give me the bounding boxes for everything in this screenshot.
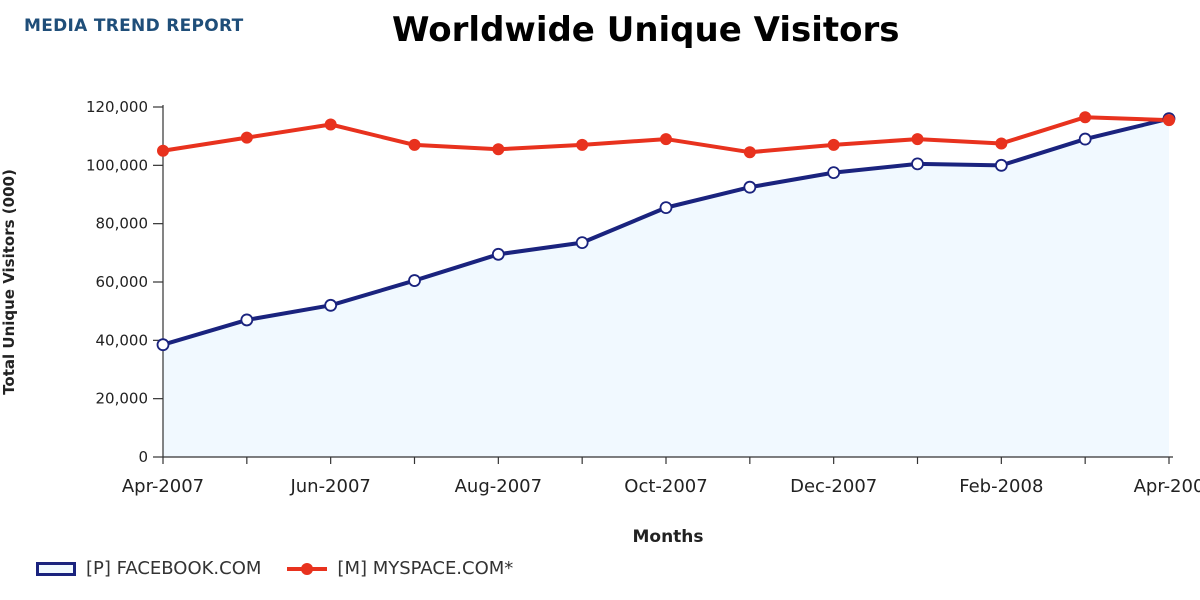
legend-item-facebook: [P] FACEBOOK.COM — [36, 558, 261, 579]
facebook-point — [659, 201, 673, 215]
legend-swatch-facebook — [36, 561, 76, 576]
facebook-point — [827, 166, 841, 180]
x-tick-label: Oct-2007 — [624, 476, 707, 497]
facebook-point — [491, 247, 505, 261]
x-axis-title: Months — [632, 527, 703, 547]
facebook-point — [324, 298, 338, 312]
facebook-point — [911, 157, 924, 171]
myspace-point — [911, 133, 924, 146]
x-tick-label: Apr-2007 — [122, 476, 204, 497]
y-tick-label: 100,000 — [86, 156, 148, 174]
facebook-point — [575, 236, 589, 250]
myspace-point — [827, 138, 840, 151]
series-layer — [156, 111, 1176, 352]
y-tick-label: 0 — [138, 448, 148, 466]
facebook-point — [408, 274, 421, 287]
facebook-point — [240, 313, 254, 327]
chart-title: Worldwide Unique Visitors — [392, 10, 900, 50]
myspace-point — [576, 138, 589, 151]
myspace-point — [324, 118, 337, 131]
x-tick-label: Aug-2007 — [455, 476, 542, 497]
myspace-point — [157, 144, 169, 157]
myspace-point — [408, 138, 421, 151]
legend-label-facebook: [P] FACEBOOK.COM — [86, 558, 262, 579]
facebook-point — [994, 158, 1008, 172]
facebook-point — [156, 338, 170, 352]
myspace-point — [660, 133, 672, 146]
y-tick-label: 20,000 — [96, 390, 149, 408]
x-tick-label: Feb-2008 — [959, 476, 1043, 497]
x-tick-label: Dec-2007 — [790, 476, 877, 497]
label-layer: 0 20,000 40,000 60,000 80,000 100,000 120,000 A… — [86, 98, 1200, 497]
facebook-point — [1078, 132, 1092, 146]
facebook-point — [743, 180, 757, 194]
myspace-point — [1079, 111, 1092, 124]
y-tick-label: 40,000 — [96, 331, 149, 349]
y-tick-label: 120,000 — [86, 98, 148, 116]
y-axis-title: Total Unique Visitors (000) — [0, 169, 18, 395]
axes-layer — [153, 105, 1173, 464]
x-tick-label: Jun-2007 — [289, 476, 370, 497]
myspace-point — [1163, 114, 1175, 127]
brand-label: MEDIA TREND REPORT — [24, 16, 244, 36]
x-tick-label: Apr-200 — [1134, 476, 1200, 497]
myspace-point — [492, 143, 505, 156]
legend-swatch-myspace — [287, 561, 328, 577]
legend-label-myspace: [M] MYSPACE.COM* — [337, 558, 514, 579]
myspace-point — [743, 146, 756, 159]
legend: [P] FACEBOOK.COM [M] MYSPACE.COM* — [36, 558, 539, 579]
y-tick-label: 80,000 — [96, 215, 149, 233]
fill-layer — [163, 118, 1169, 458]
y-tick-label: 60,000 — [96, 273, 149, 291]
legend-item-myspace: [M] MYSPACE.COM* — [287, 558, 513, 579]
facebook-area-fill — [163, 118, 1169, 458]
myspace-point — [240, 131, 253, 144]
myspace-point — [995, 137, 1008, 150]
